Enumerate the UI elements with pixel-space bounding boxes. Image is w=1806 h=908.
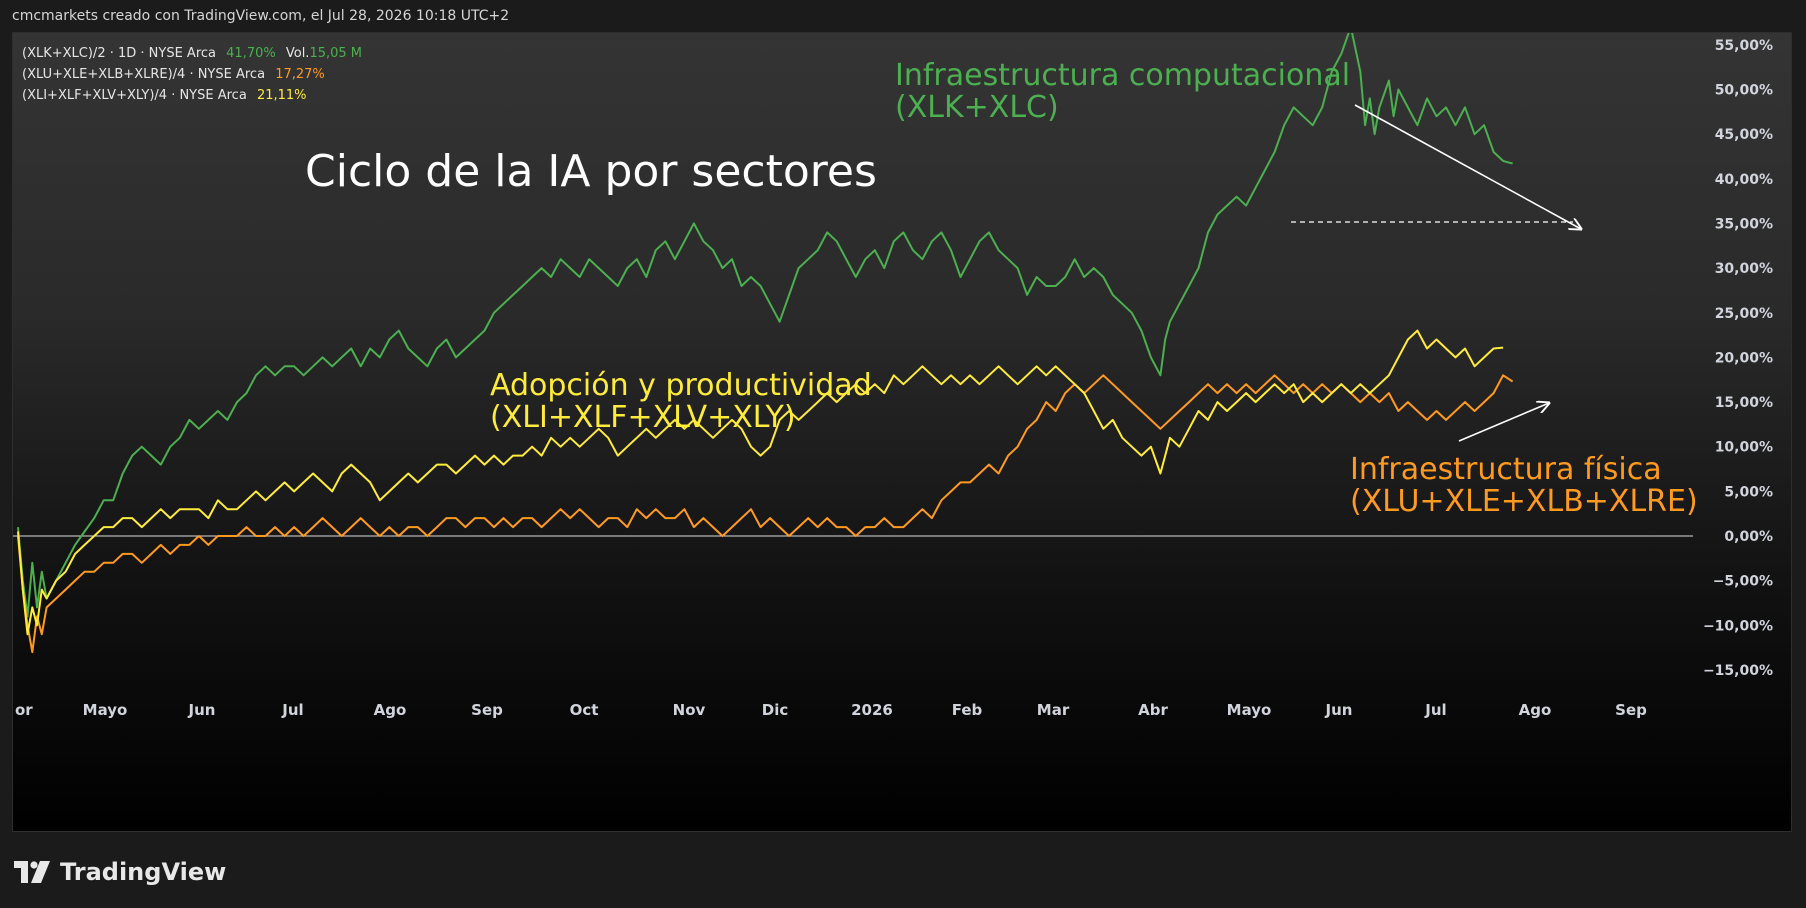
legend-value: 17,27% [275,67,325,82]
tradingview-logo-text: TradingView [60,858,227,886]
orange-series-label: Infraestructura física [1350,452,1662,487]
yellow-series-sublabel: (XLI+XLF+XLV+XLY) [490,400,796,435]
green-series-label: Infraestructura computacional [895,58,1350,93]
y-tick-label: 30,00% [1715,261,1773,277]
legend-volume-value: 15,05 M [309,46,363,61]
x-tick-label: Sep [471,701,503,719]
x-tick-label: 2026 [851,701,893,719]
x-tick-label: Ago [374,701,407,719]
green-series-sublabel: (XLK+XLC) [895,90,1059,125]
x-tick-label: Jul [1424,701,1446,719]
x-tick-label: Mayo [83,701,128,719]
legend-value: 41,70% [226,46,276,61]
tradingview-branding[interactable]: TradingView [14,855,226,889]
x-tick-label: Abr [1138,701,1168,719]
legend-symbol: (XLK+XLC)/2 · 1D · NYSE Arca [22,46,216,61]
y-tick-label: 10,00% [1715,440,1773,456]
legend-symbol: (XLI+XLF+XLV+XLY)/4 · NYSE Arca [22,88,247,103]
y-tick-label: −15,00% [1703,663,1773,679]
x-tick-label: Jun [1325,701,1353,719]
series-line-yellow [17,329,1504,636]
legend-volume-label: Vol. [285,46,310,61]
chart-canvas[interactable]: 65,00%60,00%55,00%50,00%45,00%40,00%35,0… [13,33,1791,831]
y-tick-label: 40,00% [1715,172,1773,188]
chart-attribution: cmcmarkets creado con TradingView.com, e… [12,8,510,24]
chart-legend: (XLK+XLC)/2 · 1D · NYSE Arca 41,70% Vol.… [22,43,362,106]
y-tick-label: 50,00% [1715,83,1773,99]
x-tick-label: Jun [188,701,216,719]
y-tick-label: 55,00% [1715,38,1773,54]
chart-panel[interactable]: 65,00%60,00%55,00%50,00%45,00%40,00%35,0… [12,32,1792,832]
orange-series-sublabel: (XLU+XLE+XLB+XLRE) [1350,484,1698,519]
x-tick-label: Sep [1615,701,1647,719]
legend-row-orange[interactable]: (XLU+XLE+XLB+XLRE)/4 · NYSE Arca 17,27% [22,64,362,85]
x-tick-label: Nov [673,701,706,719]
y-tick-label: 35,00% [1715,216,1773,232]
y-tick-label: −5,00% [1713,574,1773,590]
y-tick-label: 5,00% [1724,484,1773,500]
legend-symbol: (XLU+XLE+XLB+XLRE)/4 · NYSE Arca [22,67,266,82]
x-tick-label: or [15,701,33,719]
y-tick-label: −10,00% [1703,618,1773,634]
series-line-orange [17,374,1514,654]
yellow-series-label: Adopción y productividad [490,368,872,403]
x-tick-label: Ago [1519,701,1552,719]
legend-row-green[interactable]: (XLK+XLC)/2 · 1D · NYSE Arca 41,70% Vol.… [22,43,362,64]
y-tick-label: 15,00% [1715,395,1773,411]
x-tick-label: Mar [1037,701,1070,719]
y-tick-label: 20,00% [1715,350,1773,366]
series-line-green [17,33,1513,618]
legend-row-yellow[interactable]: (XLI+XLF+XLV+XLY)/4 · NYSE Arca 21,11% [22,85,362,106]
x-tick-label: Dic [762,701,788,719]
chart-title: Ciclo de la IA por sectores [305,146,877,197]
trend-arrow-up [1458,403,1549,442]
legend-value: 21,11% [256,88,307,103]
trend-arrow-down [1354,104,1581,229]
x-tick-label: Oct [570,701,599,719]
x-tick-label: Jul [281,701,303,719]
y-tick-label: 0,00% [1724,529,1773,545]
x-tick-label: Mayo [1227,701,1272,719]
x-axis[interactable]: or Mayo Jun Jul Ago Sep Oct Nov Dic 2026 Feb Mar Abr… [15,701,1647,719]
x-tick-label: Feb [952,701,983,719]
series-lines [17,33,1514,654]
y-tick-label: 45,00% [1715,127,1773,143]
y-tick-label: 25,00% [1715,306,1773,322]
y-axis[interactable]: 65,00%60,00%55,00%50,00%45,00%40,00%35,0… [1703,33,1773,679]
tradingview-logo-icon [14,861,50,883]
